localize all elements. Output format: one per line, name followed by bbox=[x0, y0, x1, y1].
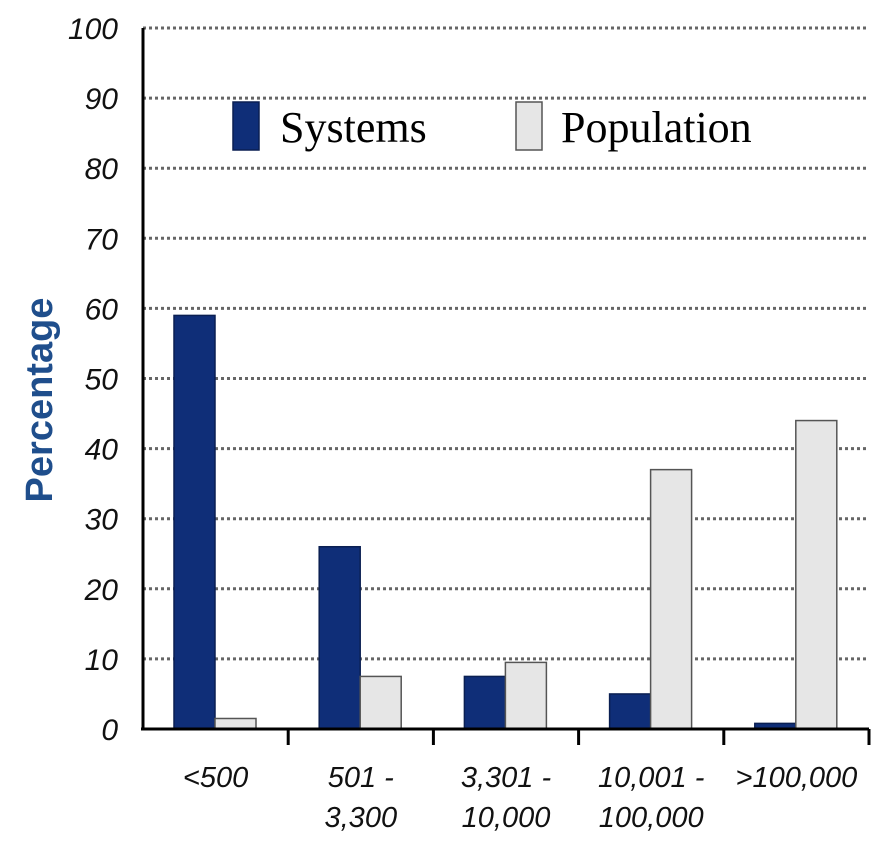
gridlines bbox=[143, 26, 869, 661]
y-tick-labels: 0 10 20 30 40 50 60 70 80 90 100 bbox=[68, 13, 118, 747]
y-tick-label: 60 bbox=[85, 293, 119, 326]
y-tick-label: 50 bbox=[85, 364, 119, 397]
x-category-label: 3,301 -10,000 bbox=[461, 762, 551, 834]
y-tick-label: 70 bbox=[85, 223, 119, 256]
bar-population-1 bbox=[359, 675, 402, 730]
bar-systems-3 bbox=[608, 693, 652, 730]
bar-population-4 bbox=[795, 419, 838, 730]
bars bbox=[173, 314, 838, 730]
x-tick-marks bbox=[286, 729, 871, 745]
x-category-label: >100,000 bbox=[736, 762, 858, 794]
y-tick-label: 20 bbox=[84, 574, 119, 607]
legend-swatch-systems bbox=[232, 101, 260, 151]
bar-systems-2 bbox=[463, 675, 507, 730]
y-tick-label: 10 bbox=[85, 644, 119, 677]
x-category-label: 10,001 -100,000 bbox=[598, 762, 704, 834]
axes bbox=[141, 28, 869, 731]
legend-swatch-population bbox=[515, 101, 543, 151]
y-tick-label: 0 bbox=[101, 714, 118, 747]
y-axis-title: Percentage bbox=[19, 298, 61, 503]
bar-population-0 bbox=[214, 717, 257, 730]
bar-population-2 bbox=[504, 661, 548, 730]
x-category-labels: <500 501 -3,300 3,301 -10,000 10,001 -100,0… bbox=[183, 762, 857, 834]
bar-population-3 bbox=[649, 468, 693, 730]
y-tick-label: 100 bbox=[68, 13, 118, 46]
legend-label-population: Population bbox=[561, 103, 752, 152]
y-tick-label: 80 bbox=[85, 153, 119, 186]
legend: Systems Population bbox=[232, 101, 752, 152]
bar-systems-0 bbox=[173, 314, 216, 730]
y-tick-label: 40 bbox=[85, 434, 119, 467]
y-tick-label: 90 bbox=[85, 83, 119, 116]
y-tick-label: 30 bbox=[85, 504, 119, 537]
x-category-label: <500 bbox=[183, 762, 248, 794]
legend-label-systems: Systems bbox=[280, 103, 427, 152]
x-category-label: 501 -3,300 bbox=[325, 762, 398, 834]
bar-systems-1 bbox=[318, 545, 361, 730]
